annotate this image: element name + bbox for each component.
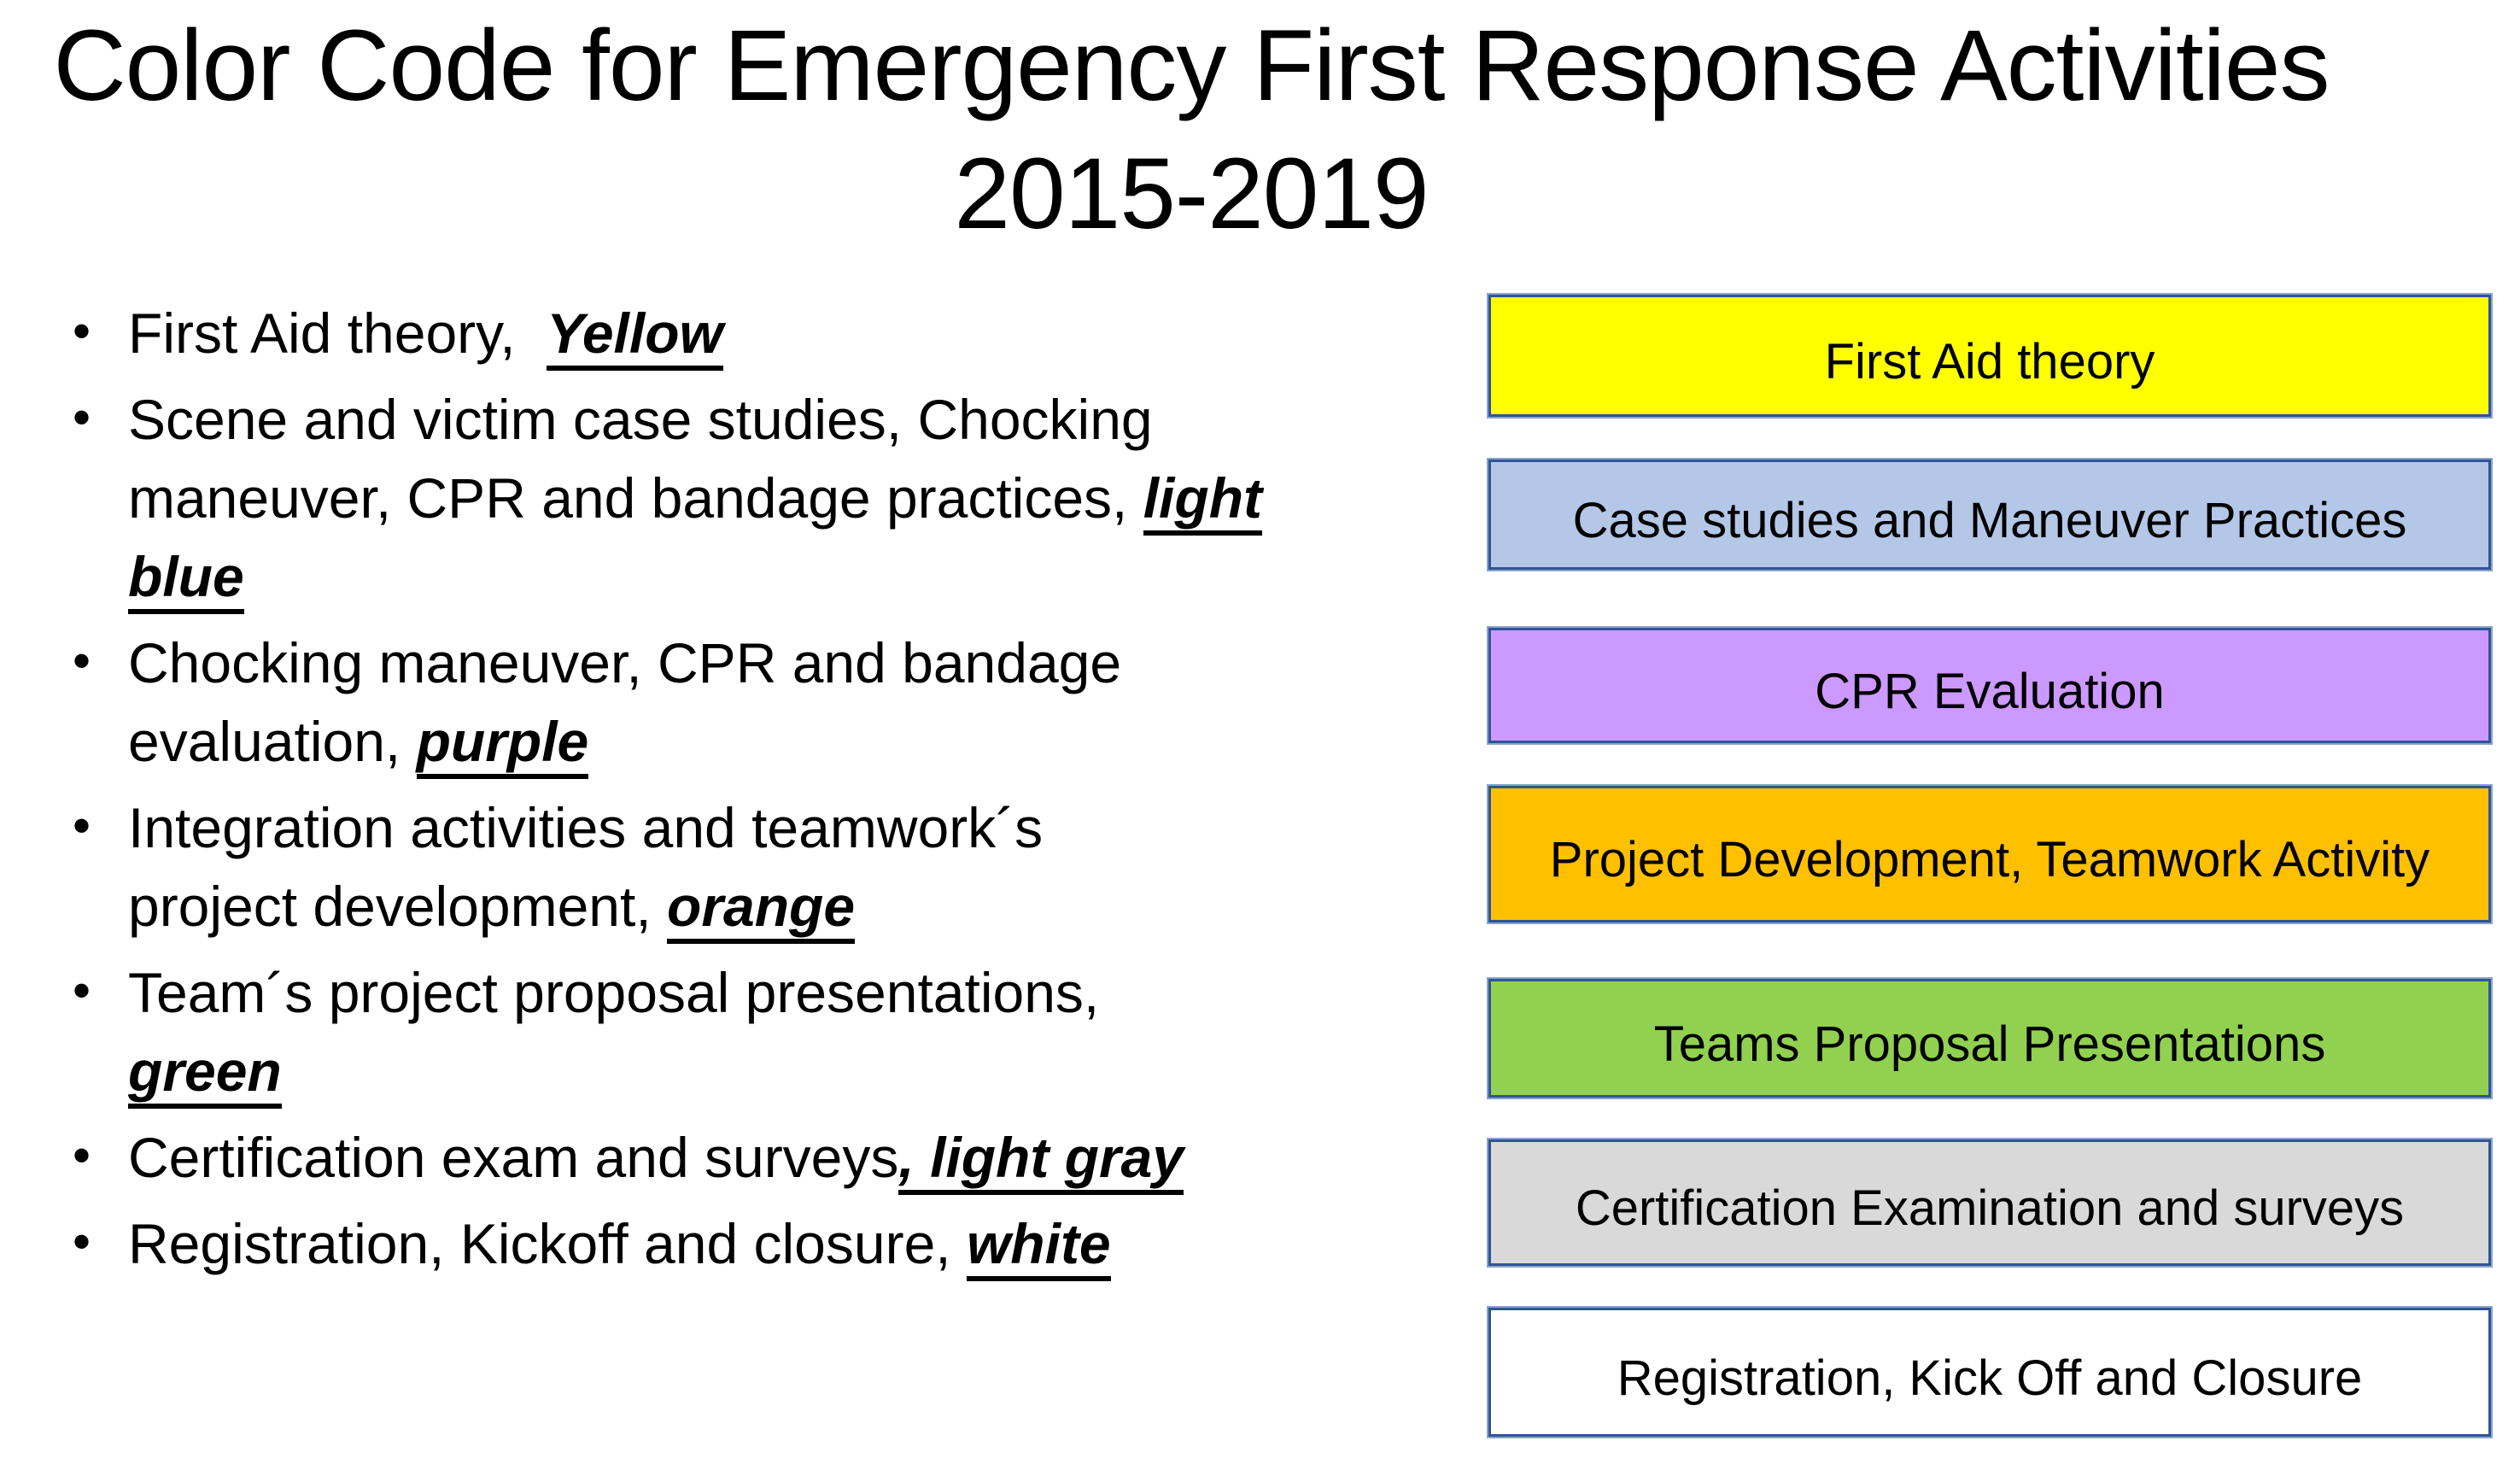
bullet-text-segment: Team´s project proposal presentations, <box>128 961 1100 1024</box>
color-keyword: orange <box>667 875 856 944</box>
legend-box-3: CPR Evaluation <box>1487 626 2493 745</box>
legend-box-label: Registration, Kick Off and Closure <box>1617 1350 2363 1406</box>
slide-title-line1: Color Code for Emergency First Response … <box>53 9 2330 122</box>
bullet-line: Integration activities and teamwork´s <box>128 788 1447 867</box>
color-keyword: white <box>966 1212 1111 1281</box>
bullet-item-7: Registration, Kickoff and closure, white <box>73 1203 1447 1283</box>
bullet-line: evaluation, purple <box>128 702 1447 781</box>
bullet-line: Registration, Kickoff and closure, white <box>128 1204 1447 1283</box>
bullet-text-segment: Chocking maneuver, CPR and bandage <box>128 631 1122 694</box>
legend-box-label: CPR Evaluation <box>1815 663 2165 719</box>
legend-box-label: Case studies and Maneuver Practices <box>1572 492 2407 548</box>
slide-title: Color Code for Emergency First Response … <box>0 2 2383 258</box>
legend-box-label: Project Development, Teamwork Activity <box>1549 832 2430 887</box>
bullet-list: First Aid theory, YellowScene and victim… <box>73 292 1447 1291</box>
legend-box-6: Certification Examination and surveys <box>1487 1138 2493 1268</box>
bullet-line: project development, orange <box>128 867 1447 946</box>
bullet-text-segment: project development, <box>128 875 668 938</box>
bullet-line: Certification exam and surveys, light gr… <box>128 1118 1447 1197</box>
legend-box-label: Certification Examination and surveys <box>1575 1180 2405 1236</box>
bullet-text-segment: evaluation, <box>128 710 417 773</box>
legend-box-4: Project Development, Teamwork Activity <box>1487 784 2493 924</box>
bullet-item-4: Integration activities and teamwork´s pro… <box>73 787 1447 946</box>
color-keyword: purple <box>416 710 589 779</box>
legend-column: First Aid theory Case studies and Maneuve… <box>1487 0 2493 1470</box>
legend-box-1: First Aid theory <box>1487 293 2493 419</box>
slide-title-line2: 2015-2019 <box>954 138 1429 250</box>
color-keyword: , light gray <box>898 1126 1184 1195</box>
bullet-text-segment: Certification exam and surveys <box>128 1126 899 1189</box>
bullet-text-segment: Registration, Kickoff and closure, <box>128 1212 967 1275</box>
bullet-text-segment: Integration activities and teamwork´s <box>128 796 1044 859</box>
bullet-line: blue <box>128 537 1447 616</box>
bullet-line: green <box>128 1032 1447 1110</box>
bullet-text-segment: First Aid theory, <box>128 302 547 365</box>
legend-box-7: Registration, Kick Off and Closure <box>1487 1306 2493 1438</box>
bullet-text-segment: maneuver, CPR and bandage practices, <box>128 466 1143 530</box>
legend-box-5: Teams Proposal Presentations <box>1487 977 2493 1099</box>
bullet-line: Chocking maneuver, CPR and bandage <box>128 624 1447 702</box>
bullet-line: maneuver, CPR and bandage practices, lig… <box>128 459 1447 537</box>
legend-box-2: Case studies and Maneuver Practices <box>1487 458 2493 571</box>
color-keyword: blue <box>128 545 244 614</box>
bullet-item-1: First Aid theory, Yellow <box>73 292 1447 372</box>
color-keyword: light <box>1143 466 1263 536</box>
bullet-line: First Aid theory, Yellow <box>128 294 1447 372</box>
bullet-item-6: Certification exam and surveys, light gr… <box>73 1116 1447 1197</box>
legend-box-label: First Aid theory <box>1824 333 2155 389</box>
bullet-item-2: Scene and victim case studies, Chocking m… <box>73 378 1447 616</box>
bullet-item-3: Chocking maneuver, CPR and bandage evalua… <box>73 622 1447 781</box>
bullet-item-5: Team´s project proposal presentations, gr… <box>73 952 1447 1110</box>
legend-box-label: Teams Proposal Presentations <box>1653 1016 2326 1072</box>
bullet-line: Scene and victim case studies, Chocking <box>128 380 1447 459</box>
bullet-text-segment: Scene and victim case studies, Chocking <box>128 388 1153 451</box>
bullet-line: Team´s project proposal presentations, <box>128 953 1447 1032</box>
color-keyword: green <box>128 1040 282 1109</box>
color-keyword: Yellow <box>547 302 723 371</box>
